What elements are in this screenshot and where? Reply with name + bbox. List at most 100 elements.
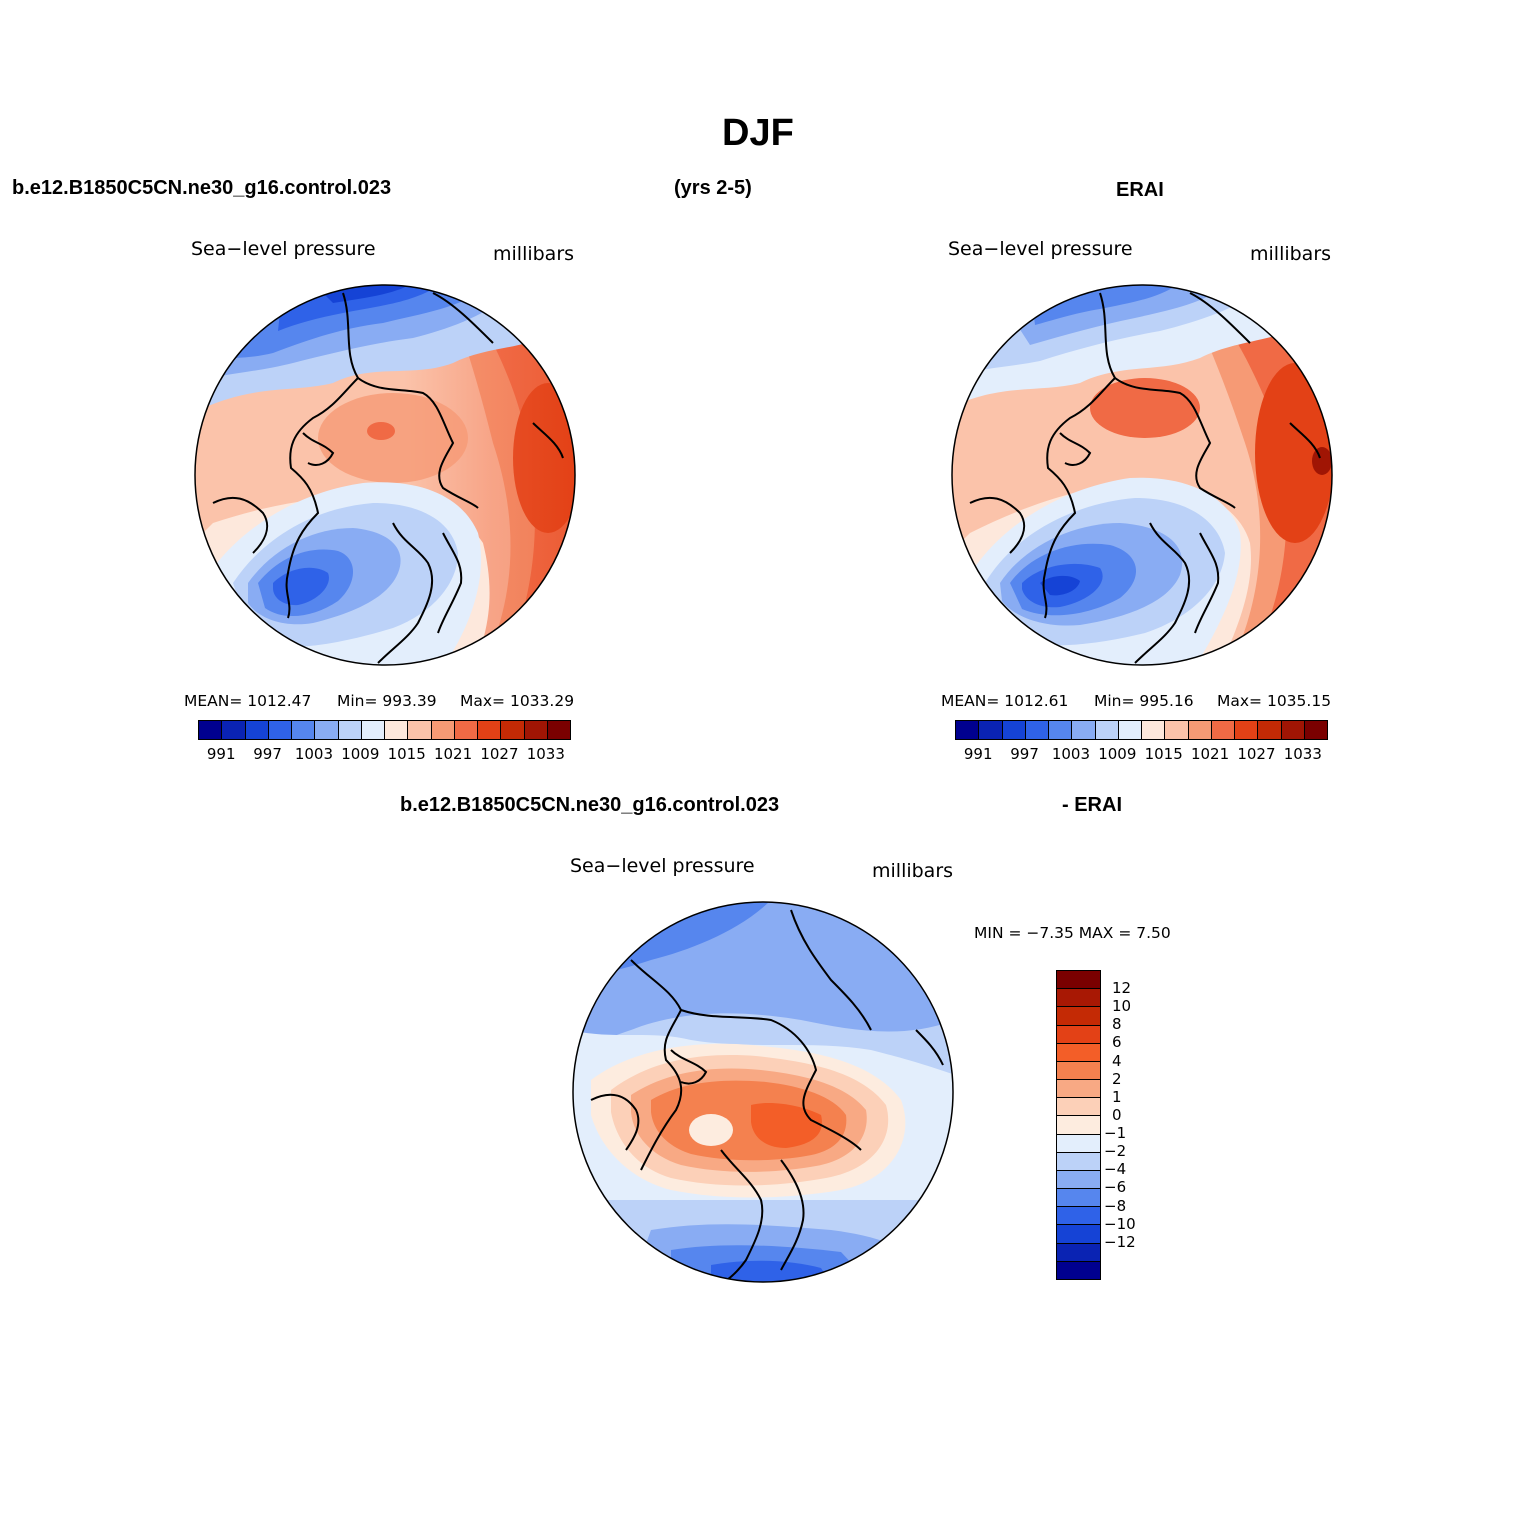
colorbar-swatch [1057, 1134, 1100, 1153]
obs-slp-polar-map [951, 284, 1333, 666]
colorbar-swatch [361, 721, 385, 739]
colorbar-swatch [1057, 971, 1100, 990]
colorbar-swatch [1057, 1225, 1100, 1244]
colorbar-swatch [1057, 1080, 1100, 1099]
colorbar-swatch [1258, 721, 1282, 739]
colorbar-swatch [1057, 1261, 1100, 1279]
diff-colorbar-labels: 12 10 8 6 4 2 1 0 −1 −2 −4 −6 −8 −10 −12 [1104, 970, 1164, 1278]
colorbar-tick-label: 6 [1112, 1033, 1122, 1052]
diff-variable-label: Sea−level pressure [570, 855, 755, 877]
case-name-label: b.e12.B1850C5CN.ne30_g16.control.023 [12, 177, 392, 199]
model-variable-label: Sea−level pressure [191, 238, 376, 260]
colorbar-swatch [408, 721, 432, 739]
colorbar-tick-label: 1015 [387, 745, 426, 763]
colorbar-swatch [1142, 721, 1166, 739]
obs-min-stat: Min= 995.16 [1094, 692, 1194, 710]
obs-units-label: millibars [1250, 243, 1332, 265]
colorbar-tick-label: 1003 [1051, 745, 1091, 763]
colorbar-swatch [1057, 1207, 1100, 1226]
colorbar-swatch [1057, 1189, 1100, 1208]
diff-colorbar [1056, 970, 1101, 1280]
colorbar-swatch [1304, 721, 1327, 739]
colorbar-tick-label: −8 [1104, 1196, 1127, 1215]
colorbar-swatch [338, 721, 362, 739]
diff-minmax-stat: MIN = −7.35 MAX = 7.50 [974, 924, 1171, 942]
colorbar-swatch [1002, 721, 1026, 739]
colorbar-tick-label: 8 [1112, 1015, 1122, 1034]
colorbar-tick-label: 991 [963, 745, 993, 763]
colorbar-tick-label: −6 [1104, 1178, 1127, 1197]
colorbar-swatch [385, 721, 409, 739]
colorbar-swatch [454, 721, 478, 739]
colorbar-swatch [1095, 721, 1119, 739]
colorbar-swatch [524, 721, 548, 739]
diff-slp-polar-map [572, 901, 954, 1283]
colorbar-swatch [292, 721, 316, 739]
colorbar-tick-label: 1015 [1144, 745, 1183, 763]
model-mean-stat: MEAN= 1012.47 [184, 692, 312, 710]
colorbar-tick-label: 1021 [433, 745, 473, 763]
colorbar-swatch [1057, 1061, 1100, 1081]
model-colorbar-labels: 991 997 1003 1009 1015 1021 1027 1033 [198, 745, 569, 765]
colorbar-swatch [1057, 989, 1100, 1008]
diff-units-label: millibars [872, 860, 954, 882]
years-label: (yrs 2-5) [674, 177, 752, 199]
colorbar-swatch [1165, 721, 1189, 739]
colorbar-swatch [245, 721, 269, 739]
colorbar-tick-label: 10 [1112, 997, 1132, 1016]
colorbar-tick-label: 0 [1112, 1105, 1122, 1124]
colorbar-swatch [547, 721, 570, 739]
model-units-label: millibars [493, 243, 575, 265]
colorbar-swatch [1057, 1098, 1100, 1117]
colorbar-tick-label: 12 [1112, 979, 1132, 998]
colorbar-swatch [315, 721, 339, 739]
obs-name-label: ERAI [1116, 179, 1164, 201]
colorbar-swatch [956, 721, 980, 739]
colorbar-swatch [1057, 1025, 1100, 1044]
model-max-stat: Max= 1033.29 [460, 692, 575, 710]
obs-mean-stat: MEAN= 1012.61 [941, 692, 1069, 710]
colorbar-swatch [1072, 721, 1096, 739]
colorbar-tick-label: −2 [1104, 1142, 1127, 1161]
obs-colorbar [955, 720, 1328, 740]
colorbar-swatch [1281, 721, 1305, 739]
diff-obs-label: - ERAI [1062, 794, 1122, 816]
colorbar-swatch [199, 721, 223, 739]
colorbar-swatch [1025, 721, 1049, 739]
colorbar-tick-label: −12 [1104, 1232, 1136, 1251]
colorbar-tick-label: 997 [1010, 745, 1039, 763]
colorbar-swatch [1057, 1007, 1100, 1026]
colorbar-swatch [222, 721, 246, 739]
colorbar-swatch [1235, 721, 1259, 739]
colorbar-tick-label: 1009 [1098, 745, 1137, 763]
colorbar-tick-label: 1027 [1237, 745, 1276, 763]
colorbar-tick-label: 1009 [341, 745, 380, 763]
colorbar-tick-label: 1003 [294, 745, 334, 763]
colorbar-swatch [1057, 1152, 1100, 1171]
colorbar-swatch [431, 721, 455, 739]
model-slp-polar-map [194, 284, 576, 666]
colorbar-swatch [1057, 1043, 1100, 1062]
colorbar-tick-label: 4 [1112, 1051, 1122, 1070]
model-colorbar [198, 720, 571, 740]
colorbar-tick-label: 991 [206, 745, 236, 763]
model-min-stat: Min= 993.39 [337, 692, 437, 710]
figure-title: DJF [722, 112, 794, 154]
colorbar-swatch [1057, 1243, 1100, 1262]
colorbar-swatch [1057, 1170, 1100, 1190]
diff-case-label: b.e12.B1850C5CN.ne30_g16.control.023 [400, 794, 780, 816]
colorbar-swatch [501, 721, 525, 739]
colorbar-swatch [1211, 721, 1235, 739]
colorbar-tick-label: 1033 [1283, 745, 1322, 763]
colorbar-swatch [1049, 721, 1073, 739]
colorbar-tick-label: 1033 [526, 745, 565, 763]
colorbar-swatch [478, 721, 502, 739]
obs-variable-label: Sea−level pressure [948, 238, 1133, 260]
colorbar-tick-label: −4 [1104, 1160, 1127, 1179]
colorbar-tick-label: 1021 [1190, 745, 1230, 763]
colorbar-swatch [1188, 721, 1212, 739]
obs-colorbar-labels: 991 997 1003 1009 1015 1021 1027 1033 [955, 745, 1326, 765]
colorbar-swatch [979, 721, 1003, 739]
colorbar-tick-label: 997 [253, 745, 282, 763]
colorbar-swatch [1118, 721, 1142, 739]
